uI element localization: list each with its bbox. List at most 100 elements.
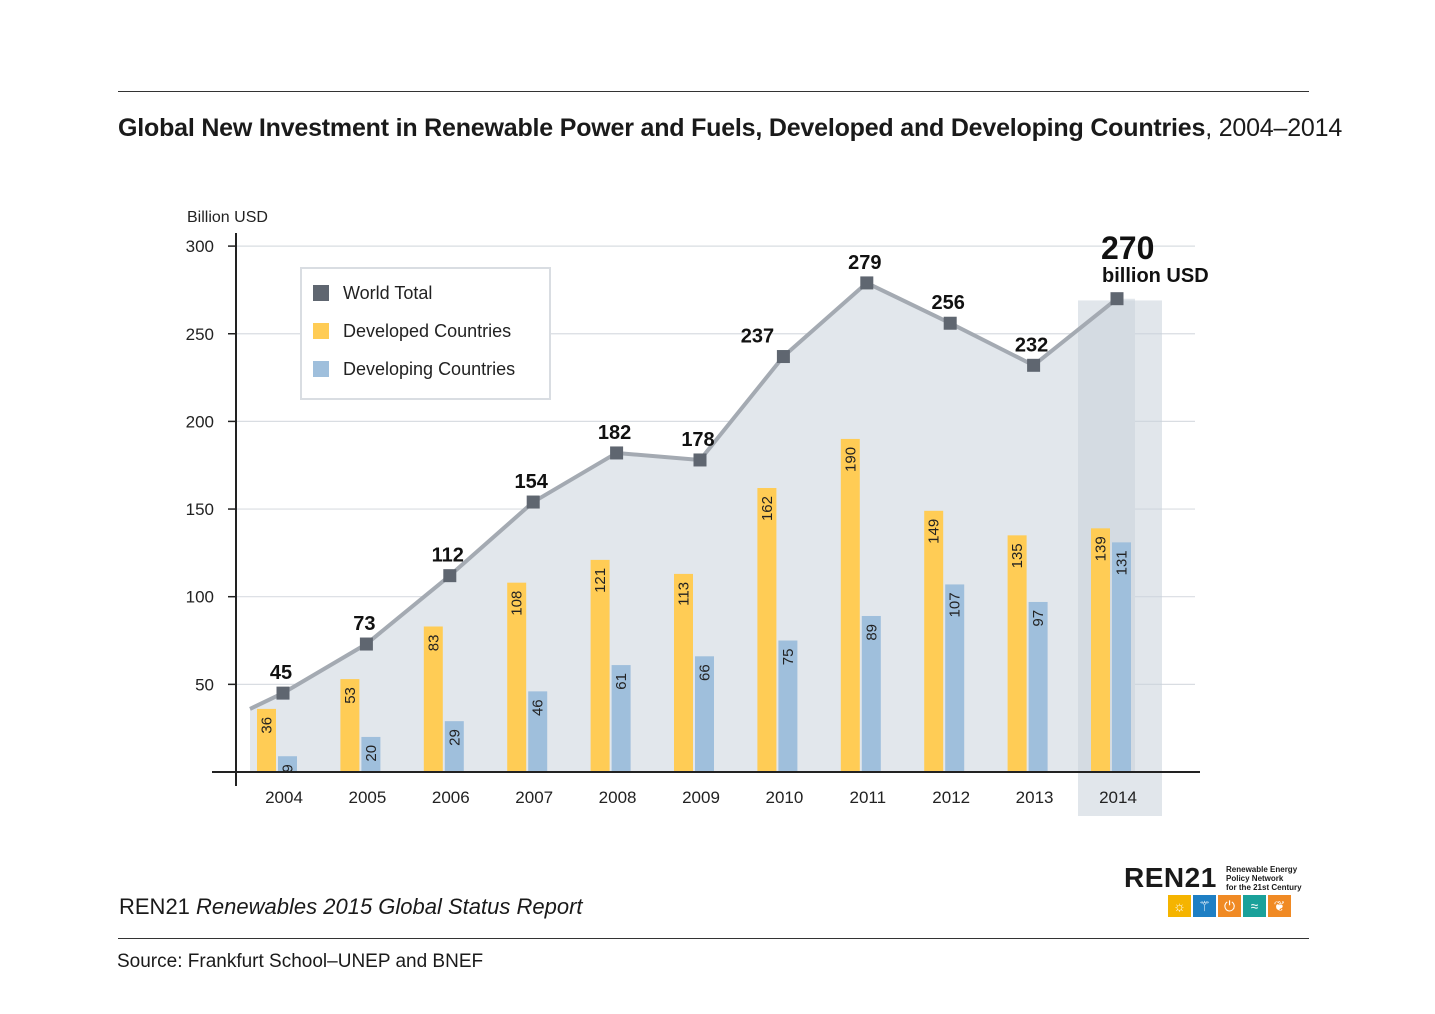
source-note: Source: Frankfurt School–UNEP and BNEF	[117, 951, 484, 972]
world-total-marker	[526, 495, 540, 509]
title-years: , 2004–2014	[1205, 114, 1343, 142]
x-tick-label: 2010	[765, 788, 803, 807]
developed-value-label: 36	[259, 717, 276, 734]
chart-title: Global New Investment in Renewable Power…	[118, 114, 1342, 143]
developing-bar	[778, 640, 798, 772]
report-name: Renewables 2015 Global Status Report	[196, 894, 583, 919]
legend-label: Developing Countries	[343, 359, 515, 379]
developing-bar	[444, 721, 464, 772]
developing-bar	[695, 656, 714, 772]
developed-value-label: 135	[1009, 543, 1026, 568]
developed-bar	[590, 559, 610, 772]
developed-bar	[423, 626, 443, 772]
world-total-label: 237	[741, 326, 774, 348]
developing-value-label: 66	[697, 664, 714, 681]
developed-bar	[257, 708, 276, 772]
x-tick-label: 2011	[850, 788, 887, 807]
y-tick-label: 100	[186, 588, 214, 607]
x-tick-label: 2012	[932, 788, 970, 807]
x-tick-label: 2006	[432, 788, 470, 807]
world-total-marker	[1027, 358, 1041, 372]
highlight-value: 270	[1101, 230, 1154, 266]
world-total-label: 182	[598, 422, 631, 444]
world-total-marker	[776, 350, 790, 364]
developed-value-label: 162	[759, 496, 776, 521]
legend-label: Developed Countries	[343, 321, 511, 341]
x-tick-label: 2004	[265, 788, 303, 807]
world-total-label: 73	[353, 613, 375, 635]
developed-bar	[1091, 528, 1110, 772]
world-total-marker	[860, 276, 874, 290]
developing-bar	[528, 691, 548, 772]
logo-icon-strip: ☼ ⚚ ⏻ ≈ ❦	[1168, 895, 1291, 917]
logo-name: REN21	[1124, 862, 1217, 893]
developing-value-label: 75	[780, 649, 797, 666]
developing-bar	[1028, 601, 1048, 772]
world-total-label: 154	[515, 471, 549, 493]
developed-bar	[1007, 535, 1027, 772]
developing-value-label: 29	[446, 729, 463, 746]
bottom-rule	[118, 938, 1309, 939]
leaf-icon: ❦	[1268, 895, 1291, 917]
developing-value-label: 20	[363, 745, 380, 762]
world-total-marker	[610, 446, 624, 460]
world-total-marker	[359, 637, 373, 651]
highlight-unit: billion USD	[1102, 265, 1209, 287]
x-tick-label: 2014	[1099, 788, 1137, 807]
developed-value-label: 121	[592, 568, 609, 593]
report-credit: REN21 Renewables 2015 Global Status Repo…	[119, 894, 583, 920]
developing-value-label: 9	[280, 764, 297, 772]
ren21-logo: REN21 Renewable Energy Policy Network fo…	[1124, 862, 1309, 918]
world-total-label: 178	[681, 429, 714, 451]
x-tick-label: 2008	[599, 788, 637, 807]
top-rule	[118, 91, 1309, 92]
world-total-label: 112	[432, 545, 464, 567]
developing-bar	[611, 665, 631, 772]
waves-icon: ≈	[1243, 895, 1266, 917]
y-axis-label: Billion USD	[187, 209, 268, 226]
sun-icon: ☼	[1168, 895, 1191, 917]
y-tick-label: 300	[186, 237, 214, 256]
logo-tagline: Renewable Energy Policy Network for the …	[1226, 865, 1316, 892]
logo-tagline-3: for the 21st Century	[1226, 883, 1302, 892]
world-total-marker	[693, 453, 707, 467]
world-total-line	[249, 280, 1119, 711]
developing-value-label: 61	[613, 673, 630, 690]
world-total-label: 256	[932, 292, 965, 314]
world-total-marker	[276, 686, 290, 700]
developing-value-label: 97	[1030, 610, 1047, 627]
total-area	[250, 282, 1135, 772]
developed-bar	[757, 488, 777, 772]
x-tick-label: 2005	[348, 788, 386, 807]
developed-value-label: 190	[842, 447, 859, 472]
x-tick-label: 2013	[1016, 788, 1054, 807]
legend-box	[300, 267, 551, 400]
developed-value-label: 83	[425, 635, 442, 652]
y-tick-label: 150	[186, 500, 214, 519]
developing-value-label: 46	[530, 699, 547, 716]
developing-value-label: 107	[947, 592, 964, 617]
developed-value-label: 53	[342, 687, 359, 704]
x-tick-label: 2007	[515, 788, 553, 807]
developed-value-label: 139	[1093, 536, 1110, 561]
world-total-marker	[443, 569, 457, 583]
developing-value-label: 89	[863, 624, 880, 641]
legend-swatch	[313, 323, 329, 339]
logo-tagline-2: Policy Network	[1226, 874, 1284, 883]
legend-swatch	[313, 285, 329, 301]
developed-value-label: 149	[926, 519, 943, 544]
y-tick-label: 200	[186, 412, 214, 431]
world-total-label: 232	[1015, 334, 1048, 356]
developing-bar	[1112, 542, 1131, 772]
legend-swatch	[313, 361, 329, 377]
developing-bar	[361, 736, 381, 772]
developing-bar	[945, 584, 965, 772]
developing-bar	[278, 756, 297, 772]
developed-bar	[840, 438, 860, 772]
developed-bar	[674, 573, 693, 772]
title-bold: Global New Investment in Renewable Power…	[118, 114, 1206, 142]
y-tick-label: 50	[195, 675, 214, 694]
developed-value-label: 108	[509, 591, 526, 616]
world-total-marker	[943, 316, 957, 330]
